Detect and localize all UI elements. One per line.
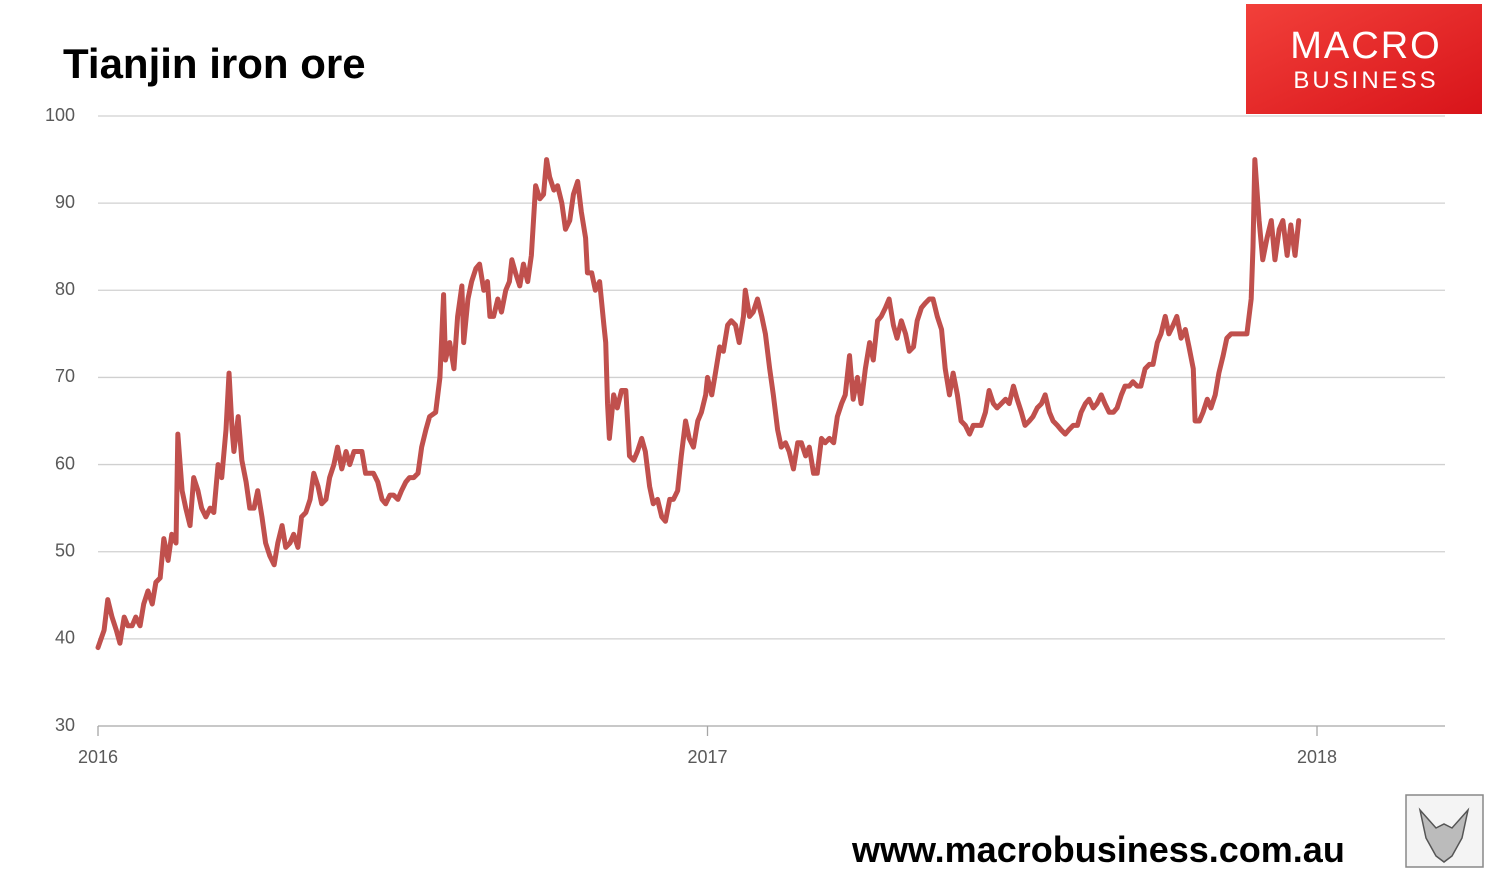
y-tick-label: 50 [55, 540, 75, 560]
x-tick-label: 2018 [1297, 747, 1337, 767]
logo-text: BUSINESS [1293, 67, 1438, 94]
y-tick-label: 90 [55, 192, 75, 212]
logo-box [1246, 4, 1482, 114]
y-tick-label: 40 [55, 628, 75, 648]
y-tick-label: 60 [55, 453, 75, 473]
line-series [95, 157, 1302, 651]
x-tick-label: 2016 [78, 747, 118, 767]
y-tick-label: 30 [55, 715, 75, 735]
y-tick-label: 80 [55, 279, 75, 299]
icon-fox [1418, 807, 1470, 863]
footer-url: www.macrobusiness.com.au [851, 829, 1345, 870]
x-tick-label: 2017 [687, 747, 727, 767]
logo-text: MACRO [1290, 25, 1441, 67]
chart-title: Tianjin iron ore [63, 40, 366, 87]
y-tick-label: 70 [55, 366, 75, 386]
logo: MACRO BUSINESS [1246, 4, 1482, 114]
plot-area: 30 40 50 60 70 80 90 100 2016 2017 2018 [45, 105, 1445, 767]
fox-icon [1405, 794, 1484, 868]
y-tick-label: 100 [45, 105, 75, 125]
